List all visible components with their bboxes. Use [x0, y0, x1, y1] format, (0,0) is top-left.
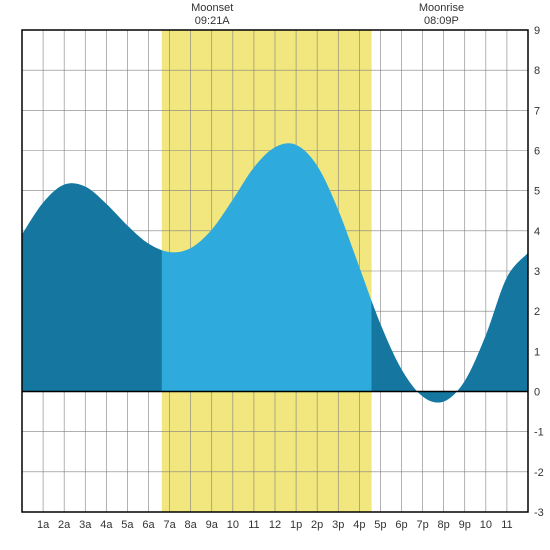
svg-text:-3: -3 — [534, 507, 544, 519]
moonset-title: Moonset — [191, 2, 233, 14]
svg-text:5: 5 — [534, 186, 540, 198]
svg-text:7a: 7a — [163, 519, 176, 531]
svg-text:4: 4 — [534, 226, 540, 238]
svg-text:1p: 1p — [290, 519, 302, 531]
svg-text:8p: 8p — [438, 519, 450, 531]
moonrise-time: 08:09P — [424, 15, 459, 27]
svg-text:-1: -1 — [534, 427, 544, 439]
svg-text:6p: 6p — [395, 519, 407, 531]
svg-text:4a: 4a — [100, 519, 113, 531]
svg-text:10: 10 — [480, 519, 492, 531]
svg-text:5a: 5a — [121, 519, 134, 531]
svg-text:3: 3 — [534, 266, 540, 278]
svg-text:-2: -2 — [534, 467, 544, 479]
moonset-time: 09:21A — [195, 15, 230, 27]
svg-text:0: 0 — [534, 387, 540, 399]
svg-text:1: 1 — [534, 346, 540, 358]
svg-text:2a: 2a — [58, 519, 71, 531]
chart-svg: -3-2-101234567891a2a3a4a5a6a7a8a9a101112… — [0, 0, 550, 550]
moonrise-title: Moonrise — [419, 2, 464, 14]
svg-text:12: 12 — [269, 519, 281, 531]
svg-text:10: 10 — [227, 519, 239, 531]
svg-text:3a: 3a — [79, 519, 92, 531]
svg-text:6: 6 — [534, 146, 540, 158]
svg-text:11: 11 — [501, 519, 512, 531]
svg-text:6a: 6a — [142, 519, 155, 531]
svg-text:4p: 4p — [353, 519, 365, 531]
moonrise-label: Moonrise 08:09P — [419, 2, 464, 28]
moonset-label: Moonset 09:21A — [191, 2, 233, 28]
svg-text:8a: 8a — [185, 519, 198, 531]
tide-chart: -3-2-101234567891a2a3a4a5a6a7a8a9a101112… — [0, 0, 550, 550]
svg-text:8: 8 — [534, 65, 540, 77]
svg-text:7p: 7p — [416, 519, 428, 531]
svg-text:1a: 1a — [37, 519, 50, 531]
svg-text:2: 2 — [534, 306, 540, 318]
svg-text:3p: 3p — [332, 519, 344, 531]
svg-text:2p: 2p — [311, 519, 323, 531]
svg-text:9: 9 — [534, 25, 540, 37]
svg-text:9p: 9p — [459, 519, 471, 531]
svg-text:9a: 9a — [206, 519, 219, 531]
svg-text:11: 11 — [248, 519, 259, 531]
svg-text:5p: 5p — [374, 519, 386, 531]
svg-text:7: 7 — [534, 105, 540, 117]
